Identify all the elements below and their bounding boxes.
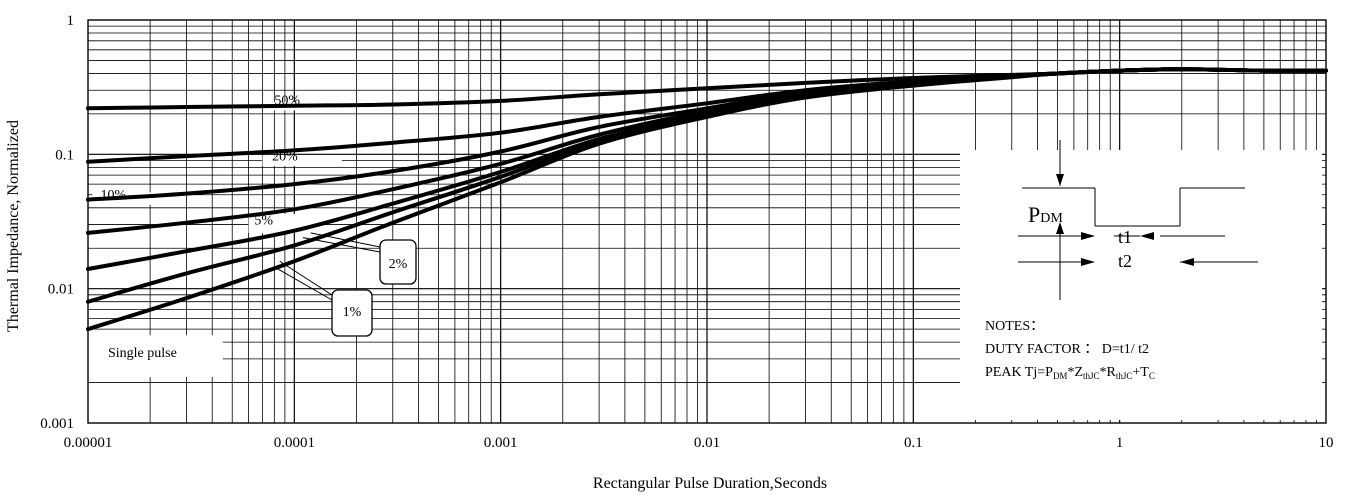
curve-labels: 50% 20% 10% 5% Single pulse 2% 1% (101, 93, 417, 361)
pdm-subscript: DM (1040, 211, 1063, 226)
y-axis-label: Thermal Impedance, Normalized (5, 120, 22, 332)
x-tick-label: 0.0001 (274, 435, 315, 451)
t2-arrow-right (1081, 258, 1095, 266)
y-tick-label: 0.001 (40, 416, 74, 432)
callout-leader-1pct (274, 266, 333, 301)
y-tick-label: 1 (67, 13, 75, 29)
formula-subscript: DM (1053, 371, 1068, 381)
x-tick-label: 0.001 (484, 435, 518, 451)
callout-leader-2pct (302, 237, 381, 253)
label-5pct: 5% (254, 214, 273, 229)
notes-duty-factor: DUTY FACTOR ： D=t1/ t2 (985, 342, 1149, 357)
x-tick-label: 0.00001 (64, 435, 113, 451)
x-tick-label: 0.1 (904, 435, 923, 451)
pdm-arrow-up (1056, 222, 1064, 234)
formula-text: *R (1100, 365, 1117, 380)
x-tick-label: 10 (1319, 435, 1334, 451)
t1-arrow-right (1081, 232, 1095, 240)
formula-subscript: thJC (1116, 371, 1133, 381)
notes-peak-formula: PEAK Tj=PDM*ZthJC*RthJC+TC (985, 365, 1155, 381)
formula-subscript: C (1149, 371, 1155, 381)
notes-title: NOTES： (985, 319, 1044, 334)
label-10pct: 10% (101, 188, 127, 203)
formula-text: PEAK Tj=P (985, 365, 1053, 380)
pdm-arrow-down (1056, 174, 1064, 186)
t1-arrow-left (1140, 232, 1154, 240)
y-tick-label: 0.01 (48, 282, 74, 298)
formula-subscript: thJC (1083, 371, 1100, 381)
y-tick-labels: 1 0.1 0.01 0.001 (40, 13, 74, 432)
x-tick-labels: 0.00001 0.0001 0.001 0.01 0.1 1 10 (64, 435, 1334, 451)
label-patch (88, 335, 223, 378)
formula-text: *Z (1067, 365, 1083, 380)
callout-box-2pct (379, 239, 417, 285)
callout-box-1pct (331, 289, 373, 337)
t2-label: t2 (1118, 251, 1132, 271)
label-single-pulse: Single pulse (108, 346, 177, 361)
x-tick-label: 0.01 (694, 435, 720, 451)
callout-leader-1pct (279, 260, 333, 296)
plot-border (87, 19, 1327, 424)
series-group (86, 67, 1328, 332)
plot-frame (87, 19, 1327, 424)
label-2pct: 2% (389, 257, 408, 272)
callout-leader-2pct (310, 232, 381, 248)
x-tick-label: 1 (1116, 435, 1124, 451)
label-patch (262, 155, 342, 166)
formula-text: +T (1132, 365, 1149, 380)
label-1pct: 1% (343, 305, 362, 320)
x-axis-label: Rectangular Pulse Duration,Seconds (593, 475, 827, 492)
y-tick-label: 0.1 (55, 147, 74, 163)
label-50pct: 50% (274, 93, 300, 108)
t1-label: t1 (1118, 227, 1132, 247)
series-line-single-pulse (86, 67, 1328, 332)
label-patch (960, 150, 1322, 420)
t2-arrow-left (1180, 258, 1194, 266)
label-20pct: 20% (272, 149, 298, 164)
